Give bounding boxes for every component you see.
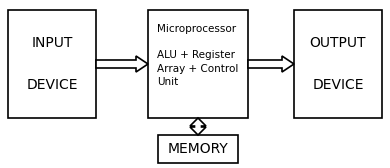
Bar xyxy=(8,10,96,118)
Polygon shape xyxy=(96,56,148,72)
Polygon shape xyxy=(190,118,206,135)
Text: MEMORY: MEMORY xyxy=(168,142,229,156)
Bar xyxy=(158,135,238,163)
Text: Microprocessor

ALU + Register
Array + Control
Unit: Microprocessor ALU + Register Array + Co… xyxy=(157,24,239,87)
Polygon shape xyxy=(248,56,294,72)
Text: OUTPUT

DEVICE: OUTPUT DEVICE xyxy=(310,36,366,92)
Text: INPUT

DEVICE: INPUT DEVICE xyxy=(26,36,78,92)
Bar xyxy=(148,10,248,118)
Bar xyxy=(294,10,382,118)
